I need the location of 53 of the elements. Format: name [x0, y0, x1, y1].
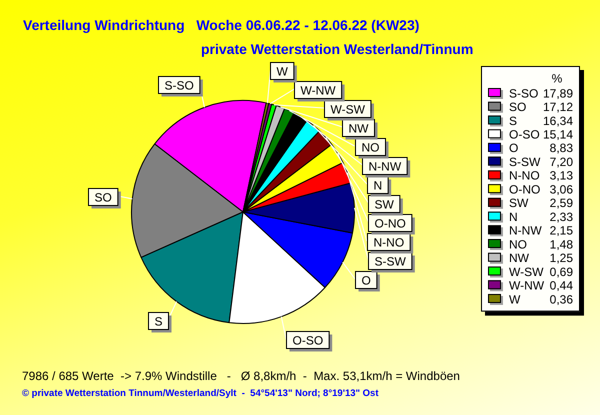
text: 7986 / 685 Werte -> 7.9% Windstille - Ø 8,8km/h - Max. 53,1km/h = Windböen	[22, 369, 460, 383]
legend-label: S-SO	[509, 86, 538, 100]
data-label: 2,59	[550, 196, 574, 210]
slice-label: O	[361, 273, 371, 288]
legend-label: NW	[509, 251, 530, 266]
slice-label: W-NW	[300, 83, 336, 98]
slice-label: N-NO	[373, 235, 404, 250]
data-label: 16,34	[542, 114, 574, 128]
data-label: 0,69	[550, 264, 574, 279]
slice-label: O-NO	[374, 216, 406, 230]
data-label: 1,25	[550, 251, 574, 266]
legend-label: O-NO	[509, 182, 540, 196]
legend-label: O	[509, 141, 518, 156]
legend-label: O-SO	[509, 128, 540, 142]
legend-label: S	[509, 114, 518, 128]
data-label: 0,44	[550, 278, 574, 293]
data-label: 0,36	[550, 292, 574, 306]
legend-label: SO	[509, 100, 526, 114]
data-label: 2,15	[550, 224, 574, 238]
data-label: 8,83	[550, 141, 574, 156]
data-label: 3,13	[550, 168, 574, 183]
data-label: 17,12	[542, 100, 574, 114]
legend-label: W	[509, 292, 521, 306]
slice-label: S-SW	[374, 254, 406, 268]
slice-label: N	[373, 178, 382, 192]
slice-label: SW	[374, 197, 394, 212]
chart-title: Verteilung Windrichtung Woche 06.06.22 - 12.06.22 (KW23)	[23, 17, 420, 33]
data-label: 3,06	[550, 182, 574, 196]
slice-label: W	[276, 64, 288, 78]
text: © private Wetterstation Tinnum/Westerland/Sylt - 54°54'13" Nord; 8°19'13" Ost	[22, 388, 379, 400]
slice-label: W-SW	[330, 102, 366, 116]
slice-label: NW	[348, 121, 370, 136]
legend-title: %	[552, 71, 563, 86]
chart-subtitle: private Wetterstation Westerland/Tinnum	[201, 41, 474, 57]
slice-label: NO	[362, 140, 380, 154]
data-label: 1,48	[550, 237, 574, 252]
data-label: 7,20	[550, 154, 574, 169]
data-label: 2,33	[550, 210, 574, 224]
legend-label: N-NW	[509, 224, 542, 238]
data-label: 15,14	[542, 128, 574, 142]
slice-label: SO	[94, 190, 112, 204]
legend-label: N	[509, 210, 518, 224]
data-label: 17,89	[542, 86, 574, 100]
legend-label: W-NW	[509, 278, 545, 293]
legend-label: NO	[509, 237, 527, 252]
legend-label: W-SW	[509, 264, 544, 279]
slice-label: S-SO	[164, 78, 194, 92]
legend-label: N-NO	[509, 168, 540, 183]
slice-label: O-SO	[292, 333, 324, 348]
slice-label: N-NW	[368, 159, 402, 174]
legend-label: SW	[509, 196, 530, 210]
slice-label: S	[154, 314, 163, 328]
legend-label: S-SW	[509, 154, 542, 169]
